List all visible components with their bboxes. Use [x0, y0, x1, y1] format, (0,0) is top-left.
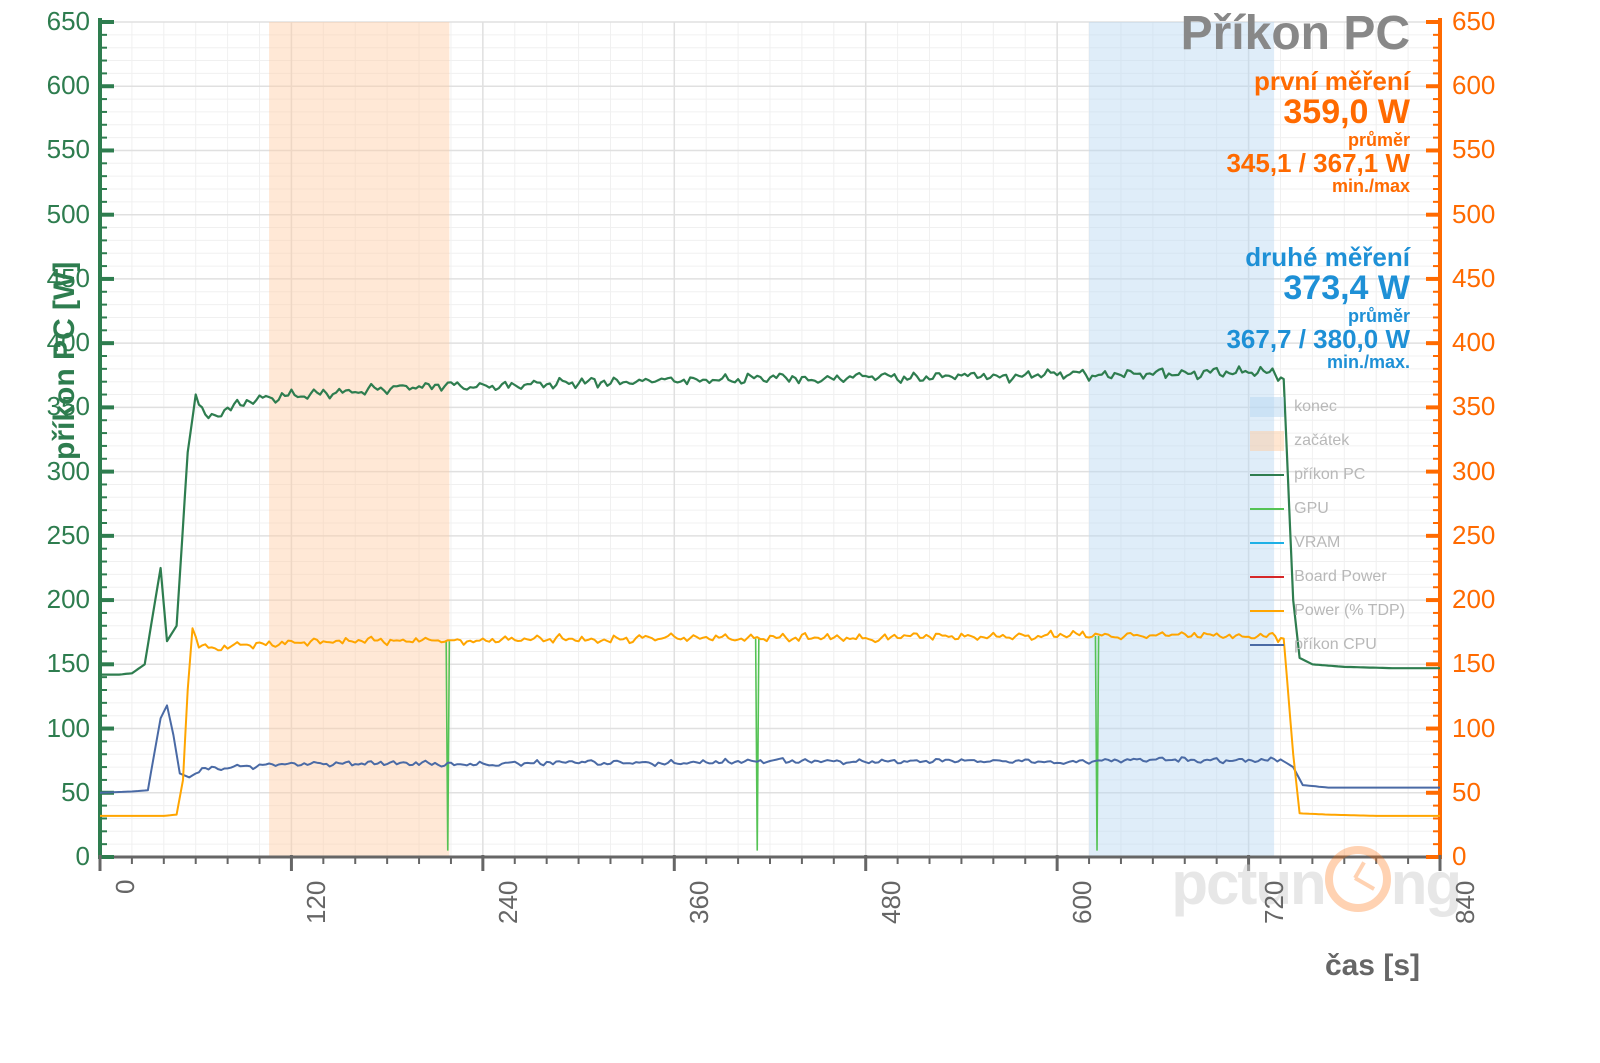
- x-tick: 720: [1259, 881, 1290, 924]
- x-axis-label: čas [s]: [1325, 949, 1420, 983]
- y-left-tick: 50: [30, 777, 90, 808]
- stat-second-heading: druhé měření: [1226, 244, 1410, 271]
- legend-swatch: [1250, 397, 1284, 417]
- stat-second-measurement: druhé měření 373,4 W průměr 367,7 / 380,…: [1226, 244, 1410, 372]
- x-tick: 360: [684, 881, 715, 924]
- y-right-tick: 600: [1452, 70, 1512, 101]
- y-left-tick: 200: [30, 584, 90, 615]
- legend: konec začátek příkon PC GPU VRAM Board Power P…: [1250, 390, 1405, 662]
- y-right-tick: 250: [1452, 520, 1512, 551]
- legend-label: Board Power: [1294, 568, 1387, 586]
- legend-label: VRAM: [1294, 534, 1340, 552]
- stat-first-measurement: první měření 359,0 W průměr 345,1 / 367,…: [1226, 68, 1410, 196]
- x-tick: 840: [1450, 881, 1481, 924]
- stat-second-mm-lbl: min./max.: [1226, 353, 1410, 372]
- y-right-tick: 350: [1452, 391, 1512, 422]
- legend-label: GPU: [1294, 500, 1329, 518]
- legend-label: příkon CPU: [1294, 636, 1377, 654]
- y-left-tick: 0: [30, 841, 90, 872]
- legend-item: konec: [1250, 390, 1405, 424]
- y-left-tick: 650: [30, 6, 90, 37]
- x-tick: 480: [876, 881, 907, 924]
- y-right-tick: 300: [1452, 456, 1512, 487]
- legend-swatch: [1250, 508, 1284, 510]
- legend-item: příkon PC: [1250, 458, 1405, 492]
- x-tick: 240: [493, 881, 524, 924]
- stat-first-minmax: 345,1 / 367,1 W: [1226, 150, 1410, 177]
- legend-label: Power (% TDP): [1294, 602, 1405, 620]
- legend-swatch: [1250, 474, 1284, 476]
- stat-first-heading: první měření: [1226, 68, 1410, 95]
- y-left-tick: 250: [30, 520, 90, 551]
- x-tick: 600: [1067, 881, 1098, 924]
- y-left-tick: 450: [30, 263, 90, 294]
- y-right-tick: 650: [1452, 6, 1512, 37]
- legend-swatch: [1250, 644, 1284, 646]
- y-left-tick: 100: [30, 713, 90, 744]
- legend-label: začátek: [1294, 432, 1349, 450]
- x-tick: 0: [110, 880, 141, 894]
- legend-item: Board Power: [1250, 560, 1405, 594]
- legend-item: příkon CPU: [1250, 628, 1405, 662]
- y-right-tick: 50: [1452, 777, 1512, 808]
- legend-item: VRAM: [1250, 526, 1405, 560]
- y-right-tick: 500: [1452, 199, 1512, 230]
- power-chart: Příkon PC příkon PC [W] Power / TDP [W /…: [0, 0, 1600, 1008]
- legend-swatch: [1250, 431, 1284, 451]
- stat-second-minmax: 367,7 / 380,0 W: [1226, 326, 1410, 353]
- y-left-tick: 400: [30, 327, 90, 358]
- y-right-tick: 450: [1452, 263, 1512, 294]
- y-left-tick: 150: [30, 648, 90, 679]
- legend-item: Power (% TDP): [1250, 594, 1405, 628]
- y-right-tick: 550: [1452, 134, 1512, 165]
- y-left-tick: 500: [30, 199, 90, 230]
- legend-swatch: [1250, 576, 1284, 578]
- y-left-tick: 600: [30, 70, 90, 101]
- stat-first-avg: 359,0 W: [1226, 95, 1410, 131]
- legend-swatch: [1250, 542, 1284, 544]
- chart-title: Příkon PC: [1181, 6, 1410, 61]
- legend-item: začátek: [1250, 424, 1405, 458]
- y-right-tick: 150: [1452, 648, 1512, 679]
- legend-item: GPU: [1250, 492, 1405, 526]
- x-tick: 120: [301, 881, 332, 924]
- y-right-tick: 0: [1452, 841, 1512, 872]
- legend-label: konec: [1294, 398, 1337, 416]
- stat-second-avg: 373,4 W: [1226, 271, 1410, 307]
- y-left-tick: 350: [30, 391, 90, 422]
- stat-first-mm-lbl: min./max: [1226, 177, 1410, 196]
- y-right-tick: 100: [1452, 713, 1512, 744]
- y-right-tick: 400: [1452, 327, 1512, 358]
- legend-label: příkon PC: [1294, 466, 1365, 484]
- y-right-tick: 200: [1452, 584, 1512, 615]
- y-left-tick: 300: [30, 456, 90, 487]
- legend-swatch: [1250, 610, 1284, 612]
- y-left-tick: 550: [30, 134, 90, 165]
